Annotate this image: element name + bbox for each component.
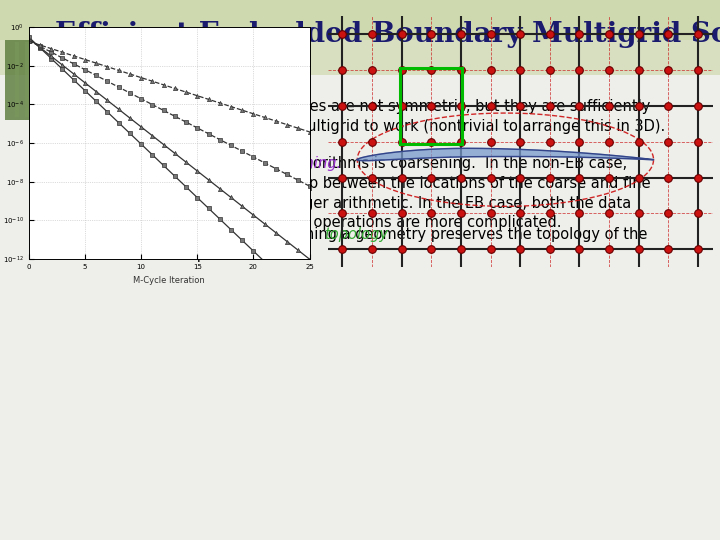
- Polygon shape: [357, 148, 654, 161]
- Bar: [38, 42, 42, 117]
- Bar: [15, 42, 19, 117]
- Bar: [0, 0, 720, 75]
- Text: A key step in multigrid algorithms is coarsening.  In the non-EB case,
computing: A key step in multigrid algorithms is co…: [120, 156, 651, 231]
- Bar: [108, 100, 116, 108]
- Text: It is essential that coarsening a geometry preserves the topology of the
finer E: It is essential that coarsening a geomet…: [120, 227, 647, 262]
- Bar: [5, 40, 50, 120]
- Text: coarsening.: coarsening.: [256, 156, 341, 171]
- Bar: [0, 75, 720, 540]
- Bar: [108, 157, 116, 165]
- Bar: [108, 228, 116, 236]
- Bar: [0, 0, 720, 40]
- Text: In the EB case, the matrices are not symmetric, but they are sufficiently
close : In the EB case, the matrices are not sym…: [120, 99, 665, 134]
- Bar: [25, 42, 29, 117]
- Text: Efficient Embedded Boundary Multigrid Solvers: Efficient Embedded Boundary Multigrid So…: [55, 22, 720, 49]
- Bar: [400, 68, 462, 144]
- X-axis label: M-Cycle Iteration: M-Cycle Iteration: [133, 275, 205, 285]
- Text: topology: topology: [324, 227, 388, 242]
